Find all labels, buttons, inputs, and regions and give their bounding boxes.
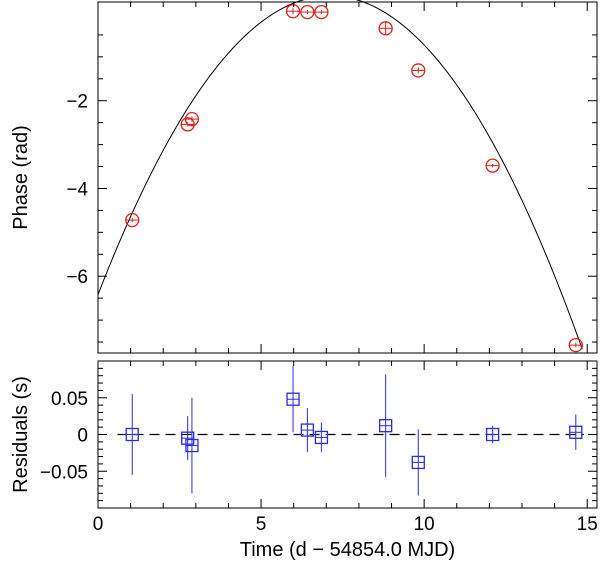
- phase-marker: [300, 4, 315, 20]
- x-tick-label: 15: [577, 514, 598, 535]
- phase-marker: [568, 337, 583, 353]
- y-tick-label: −6: [66, 267, 88, 288]
- phase-panel: −6 −4 −2 Phase (rad): [10, 0, 598, 354]
- residual-marker: [314, 430, 329, 445]
- residual-marker: [485, 427, 500, 442]
- phase-point: [411, 63, 426, 78]
- time-x-axis-label: Time (d − 54854.0 MJD): [240, 539, 455, 561]
- phase-marker: [411, 63, 426, 78]
- residual-marker: [569, 425, 583, 439]
- residual-ticks: 0 5 10 15 0.05 0 −0.05: [40, 361, 598, 535]
- residual-point: [286, 366, 300, 433]
- phase-marker: [378, 21, 393, 36]
- residual-marker: [379, 419, 393, 433]
- phase-points: [125, 4, 583, 353]
- residual-point: [125, 394, 139, 475]
- residuals-panel: 0 5 10 15 0.05 0 −0.05 Residuals (s) Time (d −…: [10, 360, 598, 561]
- residual-marker: [185, 438, 199, 453]
- phase-point: [300, 4, 315, 20]
- phase-point: [314, 4, 329, 20]
- x-tick-label: 10: [414, 514, 435, 535]
- residual-marker: [411, 455, 425, 470]
- phase-marker: [285, 4, 301, 19]
- residual-point: [314, 422, 329, 453]
- phase-point: [568, 337, 583, 353]
- residual-marker: [125, 427, 139, 442]
- residual-marker: [181, 431, 195, 445]
- phase-point: [285, 4, 301, 19]
- y-tick-label: −0.05: [40, 462, 88, 483]
- phase-point: [485, 158, 500, 173]
- phase-y-axis-label: Phase (rad): [10, 125, 32, 230]
- model-curve: [97, 0, 583, 350]
- phase-point: [125, 212, 140, 228]
- phase-panel-frame: [97, 1, 598, 354]
- phase-ticks: −6 −4 −2: [66, 2, 597, 353]
- residual-points: [125, 366, 583, 496]
- phase-marker: [180, 117, 195, 132]
- residual-point: [300, 408, 315, 453]
- y-tick-label: −4: [66, 179, 88, 200]
- residuals-y-axis-label: Residuals (s): [10, 376, 32, 493]
- residual-point: [569, 414, 583, 450]
- x-tick-label: 0: [93, 514, 104, 535]
- phase-marker: [485, 158, 500, 173]
- phase-point: [184, 111, 200, 127]
- y-tick-label: −2: [66, 92, 88, 113]
- residual-marker: [300, 423, 315, 437]
- residual-point: [185, 397, 199, 494]
- residual-point: [411, 429, 425, 496]
- residual-marker: [286, 392, 300, 406]
- phase-point: [378, 21, 393, 36]
- residual-point: [379, 374, 393, 478]
- y-tick-label: 0.05: [51, 389, 88, 410]
- phase-marker: [314, 4, 329, 20]
- phase-marker: [184, 111, 200, 127]
- residual-point: [485, 425, 500, 444]
- x-tick-label: 5: [256, 514, 267, 535]
- y-tick-label: 0: [77, 426, 88, 447]
- phase-marker: [125, 212, 140, 228]
